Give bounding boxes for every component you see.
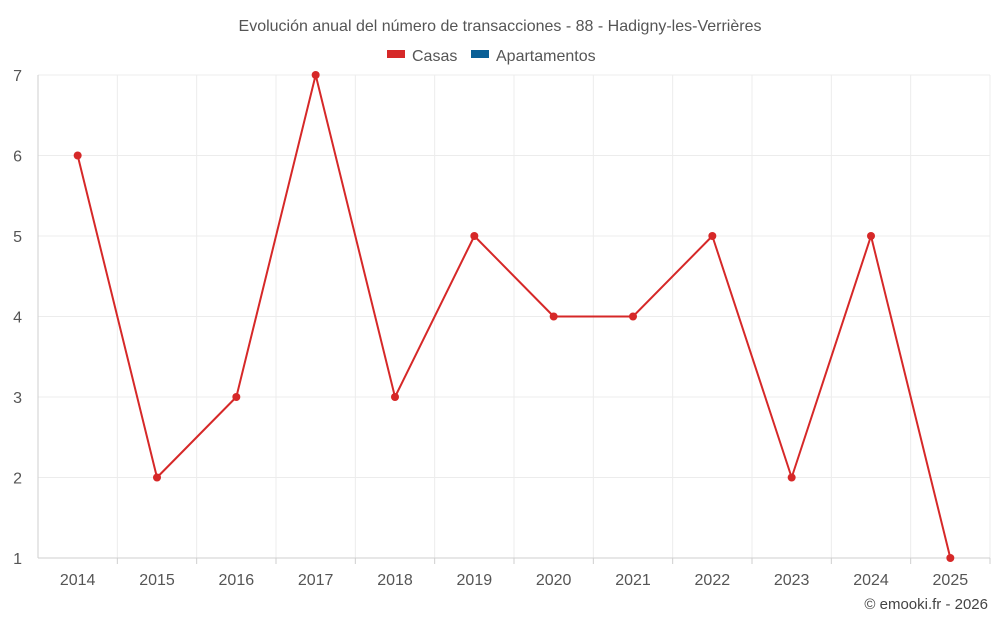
data-point-2020[interactable]	[549, 312, 558, 321]
data-point-2015[interactable]	[153, 473, 161, 482]
x-tick-label-2018: 2018	[377, 572, 413, 589]
y-tick-label-4: 4	[13, 310, 22, 327]
credit-text: © emooki.fr - 2026	[864, 596, 988, 613]
x-tick-label-2025: 2025	[933, 572, 969, 589]
data-point-2024[interactable]	[867, 232, 875, 240]
axes	[37, 75, 991, 564]
x-tick-label-2020: 2020	[536, 572, 572, 589]
legend: Casas Apartamentos	[387, 48, 596, 65]
data-point-2014[interactable]	[73, 151, 82, 160]
legend-swatch-apartamentos	[471, 50, 489, 58]
x-tick-label-2019: 2019	[457, 572, 493, 589]
data-point-2017[interactable]	[311, 71, 320, 79]
x-tick-label-2023: 2023	[774, 572, 810, 589]
series-line-casas	[76, 74, 952, 559]
chart-title: Evolución anual del número de transaccio…	[239, 18, 762, 35]
x-tick-labels: 2014 2015 2016 2017 2018 2019 2020 2021 2022 2023…	[60, 572, 968, 589]
x-tick-label-2014: 2014	[60, 572, 96, 589]
data-point-2019[interactable]	[470, 232, 479, 240]
x-tick-label-2021: 2021	[615, 572, 651, 589]
data-point-2021[interactable]	[629, 312, 637, 321]
legend-label-apartamentos[interactable]: Apartamentos	[496, 48, 596, 65]
data-point-2022[interactable]	[708, 232, 717, 240]
x-tick-label-2017: 2017	[298, 572, 334, 589]
y-tick-label-3: 3	[13, 390, 22, 407]
legend-swatch-casas	[387, 50, 405, 58]
data-point-2016[interactable]	[232, 393, 241, 401]
x-tick-label-2016: 2016	[219, 572, 255, 589]
data-point-2025[interactable]	[946, 554, 955, 562]
legend-label-casas[interactable]: Casas	[412, 48, 457, 65]
data-point-2018[interactable]	[391, 393, 399, 401]
y-tick-label-5: 5	[13, 229, 22, 246]
y-tick-label-7: 7	[13, 68, 22, 85]
y-tick-label-2: 2	[13, 471, 22, 488]
grid	[38, 74, 991, 558]
y-tick-labels: 1 2 3 4 5 6 7	[13, 68, 22, 568]
x-tick-label-2024: 2024	[853, 572, 889, 589]
x-tick-label-2015: 2015	[139, 572, 175, 589]
series-casas	[73, 71, 955, 562]
data-point-2023[interactable]	[787, 473, 796, 482]
y-tick-label-1: 1	[13, 551, 22, 568]
x-tick-label-2022: 2022	[695, 572, 731, 589]
y-tick-label-6: 6	[13, 149, 22, 166]
